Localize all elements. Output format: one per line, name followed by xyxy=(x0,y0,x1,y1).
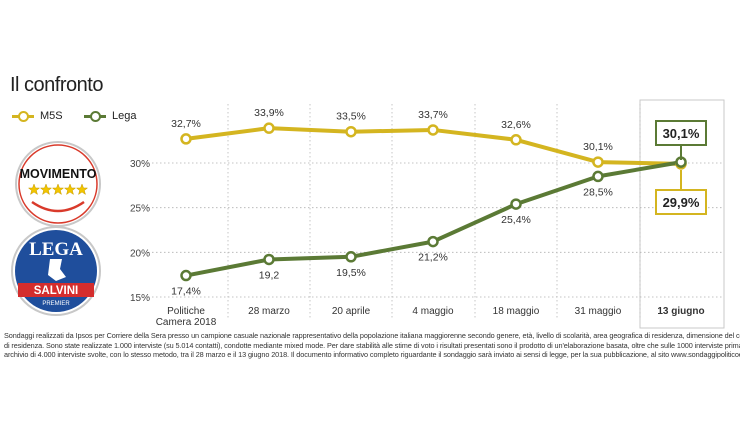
data-point-lega xyxy=(427,235,439,248)
data-labels: 32,7% 33,9% 33,5% 33,7% 32,6% 30,1% 17,4% 19,2 1… xyxy=(171,107,707,298)
x-tick-label: 31 maggio xyxy=(575,306,622,317)
data-point-m5s xyxy=(427,124,439,136)
footnote-line-1: Sondaggi realizzati da Ipsos per Corrier… xyxy=(4,331,740,340)
data-label-m5s: 32,7% xyxy=(171,118,201,130)
y-tick-label: 30% xyxy=(130,159,150,170)
callout-lega-text: 30,1% xyxy=(663,126,700,141)
data-point-lega xyxy=(263,253,275,266)
data-label-lega: 21,2% xyxy=(418,252,448,264)
legend-label-lega: Lega xyxy=(112,110,137,122)
data-point-m5s xyxy=(592,156,604,168)
x-tick-label: 13 giugno xyxy=(657,306,704,317)
data-label-m5s: 30,1% xyxy=(583,141,613,153)
callout-lega: 30,1% xyxy=(655,120,707,146)
footnote-line-2: di residenza. Sono state realizzate 1.00… xyxy=(4,340,740,350)
callout-lega-box xyxy=(655,120,707,146)
callout-m5s: 29,9% xyxy=(655,189,707,215)
data-point-m5s xyxy=(345,125,357,138)
lega-logo-text: LEGA xyxy=(29,239,83,260)
legend-item-m5s: M5S xyxy=(12,108,63,124)
data-label-lega: 19,5% xyxy=(336,267,366,279)
data-point-lega xyxy=(345,251,357,263)
x-tick-label: 28 marzo xyxy=(248,306,290,317)
lega-logo-salvini: SALVINI xyxy=(34,285,79,297)
x-tick-label: 4 maggio xyxy=(412,306,454,317)
x-tick-label: 20 aprile xyxy=(332,306,371,317)
x-tick-label: 18 maggio xyxy=(493,306,540,317)
data-point-m5s xyxy=(263,122,275,134)
footnote-line-3: archivio di 4.000 interviste svolte, con… xyxy=(4,350,740,359)
data-point-lega xyxy=(510,198,522,210)
legend-label-m5s: M5S xyxy=(40,110,63,122)
series-points xyxy=(180,122,687,282)
m5s-logo: MOVIMENTO xyxy=(14,140,102,228)
data-label-m5s: 33,5% xyxy=(336,111,366,123)
chart-title: Il confronto xyxy=(10,74,103,96)
y-tick-label: 20% xyxy=(130,248,150,259)
x-tick-label: Camera 2018 xyxy=(156,317,217,328)
data-point-lega xyxy=(180,269,192,282)
data-point-m5s xyxy=(510,134,522,146)
data-label-m5s: 33,9% xyxy=(254,107,284,119)
data-label-lega: 19,2 xyxy=(259,269,280,281)
callout-m5s-box xyxy=(655,189,707,215)
lega-logo: LEGA SALVINI PREMIER xyxy=(10,225,102,317)
x-tick-label: Politiche xyxy=(167,306,205,317)
callout-m5s-text: 29,9% xyxy=(663,195,700,210)
y-axis: 15% 20% 25% 30% xyxy=(130,159,150,304)
legend-item-lega: Lega xyxy=(84,108,136,124)
data-label-lega: 25,4% xyxy=(501,214,531,226)
line-chart: 15% 20% 25% 30% 32,7% 33,9% 33,5% 33,7% 32,6% 30… xyxy=(130,99,725,329)
footnote: Sondaggi realizzati da Ipsos per Corrier… xyxy=(4,331,740,360)
legend-swatch-m5s xyxy=(12,111,34,122)
data-label-m5s: 33,7% xyxy=(418,109,448,121)
y-tick-label: 15% xyxy=(130,293,150,304)
legend-swatch-lega xyxy=(84,111,106,122)
data-point-lega xyxy=(592,170,604,183)
data-point-m5s xyxy=(180,133,192,145)
grid xyxy=(148,104,724,318)
lega-logo-premier: PREMIER xyxy=(42,301,70,307)
data-label-lega: 17,4% xyxy=(171,286,201,298)
y-tick-label: 25% xyxy=(130,204,150,215)
data-label-m5s: 32,6% xyxy=(501,119,531,131)
m5s-logo-text: MOVIMENTO xyxy=(20,167,97,181)
data-label-lega: 28,5% xyxy=(583,186,613,198)
